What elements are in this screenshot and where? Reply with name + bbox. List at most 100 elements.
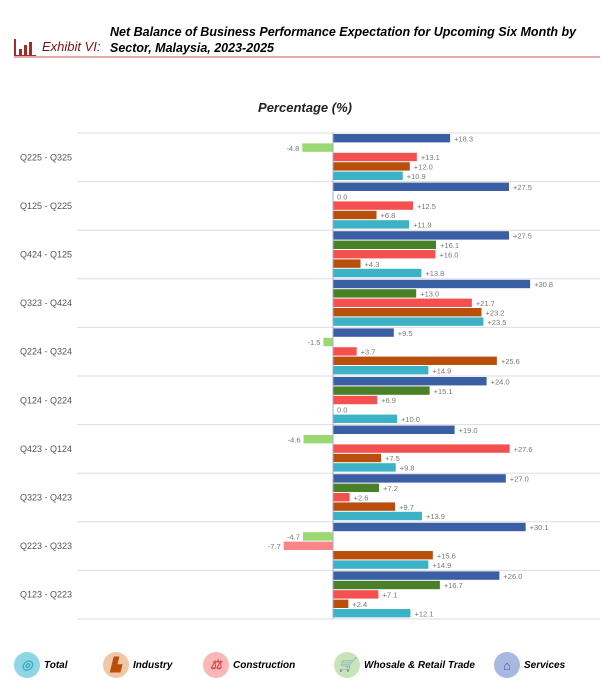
- data-label: +27.0: [510, 475, 529, 484]
- cart-icon: 🛒: [334, 652, 360, 678]
- exhibit-title: Net Balance of Business Performance Expe…: [110, 25, 577, 55]
- data-label: +19.0: [459, 426, 478, 435]
- bar-services: [333, 134, 451, 143]
- data-label: +7.1: [382, 591, 397, 600]
- category-label: Q323 - Q424: [20, 298, 72, 308]
- bar-construction: [333, 201, 413, 210]
- data-label: +23.5: [487, 318, 506, 327]
- data-label: +9.8: [400, 464, 415, 473]
- category-label: Q225 - Q325: [20, 152, 72, 162]
- bar-industry: [333, 259, 361, 268]
- bar-industry: [333, 308, 482, 317]
- bar-whosale: [333, 483, 380, 492]
- crane-icon: ⚖: [203, 652, 229, 678]
- data-label: +25.6: [501, 357, 520, 366]
- data-label: +16.0: [439, 250, 458, 259]
- category-label: Q423 - Q124: [20, 444, 72, 454]
- data-label: -4.7: [287, 533, 300, 542]
- bar-industry: [333, 502, 396, 511]
- bar-industry: [333, 551, 433, 560]
- bar-industry: [333, 599, 349, 608]
- bar-services: [333, 571, 500, 580]
- data-label: +13.9: [426, 512, 445, 521]
- bar-total: [333, 463, 396, 472]
- bar-whosale: [303, 435, 333, 444]
- title-divider: [14, 56, 600, 58]
- category-label: Q223 - Q323: [20, 541, 72, 551]
- data-label: 0.0: [337, 192, 347, 201]
- data-label: -4.8: [286, 144, 299, 153]
- legend-label: Total: [44, 659, 68, 671]
- data-label: +2.4: [352, 600, 367, 609]
- legend: ◎ Total ▙ Industry ⚖ Construction 🛒 Whosale & R…: [0, 652, 602, 682]
- bar-construction: [333, 298, 472, 307]
- data-label: +14.9: [432, 366, 451, 375]
- bar-services: [333, 474, 506, 483]
- bar-services: [333, 279, 531, 289]
- bar-whosale: [333, 240, 437, 249]
- category-label: Q424 - Q125: [20, 250, 72, 260]
- legend-item-construction: ⚖ Construction: [203, 652, 295, 678]
- bar-services: [333, 182, 509, 191]
- data-label: +7.2: [383, 484, 398, 493]
- data-label: +3.7: [361, 348, 376, 357]
- data-label: +26.0: [503, 572, 522, 581]
- data-label: -7.7: [268, 542, 281, 551]
- bar-industry: [333, 453, 381, 463]
- bar-construction: [333, 590, 379, 599]
- building-icon: ⌂: [494, 652, 520, 678]
- bar-industry: [333, 162, 410, 171]
- data-label: -4.6: [288, 435, 301, 444]
- data-label: +30.1: [530, 523, 549, 532]
- bar-services: [333, 328, 394, 337]
- legend-item-whosale: 🛒 Whosale & Retail Trade: [334, 652, 475, 678]
- bar-industry: [333, 356, 497, 365]
- bar-total: [333, 560, 429, 569]
- data-label: +12.5: [417, 202, 436, 211]
- bar-whosale: [302, 532, 333, 541]
- bar-construction: [283, 541, 333, 550]
- data-label: +12.0: [414, 163, 433, 172]
- legend-label: Services: [524, 659, 566, 671]
- data-label: +6.9: [381, 396, 396, 405]
- data-label: 0.0: [337, 406, 347, 415]
- data-label: +12.1: [414, 609, 433, 618]
- data-label: +11.9: [413, 221, 431, 230]
- data-label: +9.7: [399, 503, 414, 512]
- bar-whosale: [333, 386, 430, 395]
- data-label: +13.1: [421, 153, 440, 162]
- data-label: +15.1: [434, 387, 453, 396]
- bar-whosale: [302, 143, 333, 152]
- data-label: +14.9: [432, 561, 451, 570]
- data-label: +4.3: [365, 260, 380, 269]
- data-label: +18.3: [454, 134, 473, 143]
- bar-construction: [333, 444, 510, 453]
- data-label: +7.5: [385, 454, 400, 463]
- bar-construction: [333, 395, 378, 405]
- chart-title: Percentage (%): [258, 100, 352, 115]
- bar-total: [333, 171, 403, 180]
- bar-total: [333, 268, 422, 278]
- data-label: +9.5: [398, 329, 413, 338]
- bar-services: [333, 522, 526, 532]
- data-label: +2.6: [354, 493, 369, 502]
- bar-services: [333, 377, 487, 386]
- legend-item-total: ◎ Total: [14, 652, 68, 678]
- bar-construction: [333, 250, 436, 259]
- bar-services: [333, 231, 509, 240]
- category-label: Q123 - Q223: [20, 590, 72, 600]
- category-label: Q224 - Q324: [20, 347, 72, 357]
- category-label: Q323 - Q423: [20, 493, 72, 503]
- bar-total: [333, 366, 429, 375]
- bar-whosale: [333, 289, 417, 298]
- data-label: +16.7: [444, 581, 463, 590]
- data-label: +10.0: [401, 415, 420, 424]
- bar-total: [333, 220, 410, 229]
- bar-total: [333, 609, 411, 618]
- bar-industry: [333, 210, 377, 220]
- bar-whosale: [333, 580, 440, 590]
- data-label: +16.1: [440, 241, 459, 250]
- legend-label: Whosale & Retail Trade: [364, 659, 475, 671]
- data-label: +10.9: [407, 172, 426, 181]
